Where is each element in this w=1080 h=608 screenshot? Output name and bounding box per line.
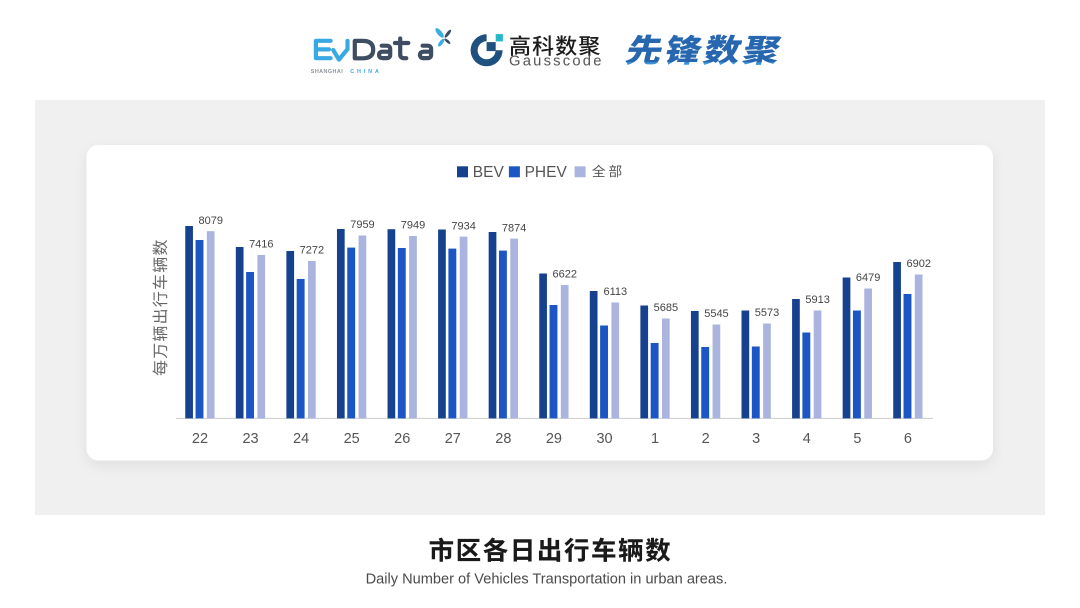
svg-text:BEV: BEV — [473, 164, 505, 181]
svg-text:27: 27 — [445, 431, 461, 447]
svg-text:5913: 5913 — [805, 294, 829, 306]
svg-text:6479: 6479 — [856, 272, 880, 284]
svg-text:Gausscode: Gausscode — [509, 54, 604, 70]
svg-text:23: 23 — [242, 431, 258, 447]
svg-text:6: 6 — [904, 431, 912, 447]
svg-text:8079: 8079 — [199, 215, 223, 227]
svg-text:26: 26 — [394, 431, 410, 447]
svg-text:5685: 5685 — [654, 302, 678, 314]
svg-text:7272: 7272 — [300, 245, 324, 257]
svg-text:7934: 7934 — [451, 220, 475, 232]
svg-text:5573: 5573 — [755, 307, 779, 319]
svg-text:22: 22 — [192, 431, 208, 447]
svg-text:5: 5 — [853, 431, 861, 447]
svg-text:29: 29 — [546, 431, 562, 447]
svg-text:6113: 6113 — [603, 286, 627, 298]
svg-text:7416: 7416 — [249, 239, 273, 251]
svg-text:3: 3 — [752, 431, 760, 447]
svg-text:7959: 7959 — [350, 219, 374, 231]
svg-text:28: 28 — [495, 431, 511, 447]
svg-text:SHANGHAI: SHANGHAI — [311, 69, 343, 75]
svg-text:2: 2 — [702, 431, 710, 447]
svg-text:Daily Number of Vehicles Trans: Daily Number of Vehicles Transportation … — [366, 572, 728, 588]
svg-text:7949: 7949 — [401, 220, 425, 232]
svg-text:1: 1 — [651, 431, 659, 447]
svg-text:CHINA: CHINA — [350, 69, 382, 75]
svg-text:7874: 7874 — [502, 222, 526, 234]
svg-text:24: 24 — [293, 431, 309, 447]
svg-text:4: 4 — [803, 431, 811, 447]
svg-text:6622: 6622 — [552, 269, 576, 281]
svg-text:PHEV: PHEV — [525, 164, 568, 181]
svg-text:25: 25 — [344, 431, 360, 447]
svg-text:5545: 5545 — [704, 308, 728, 320]
svg-text:30: 30 — [596, 431, 612, 447]
svg-text:6902: 6902 — [906, 258, 930, 270]
